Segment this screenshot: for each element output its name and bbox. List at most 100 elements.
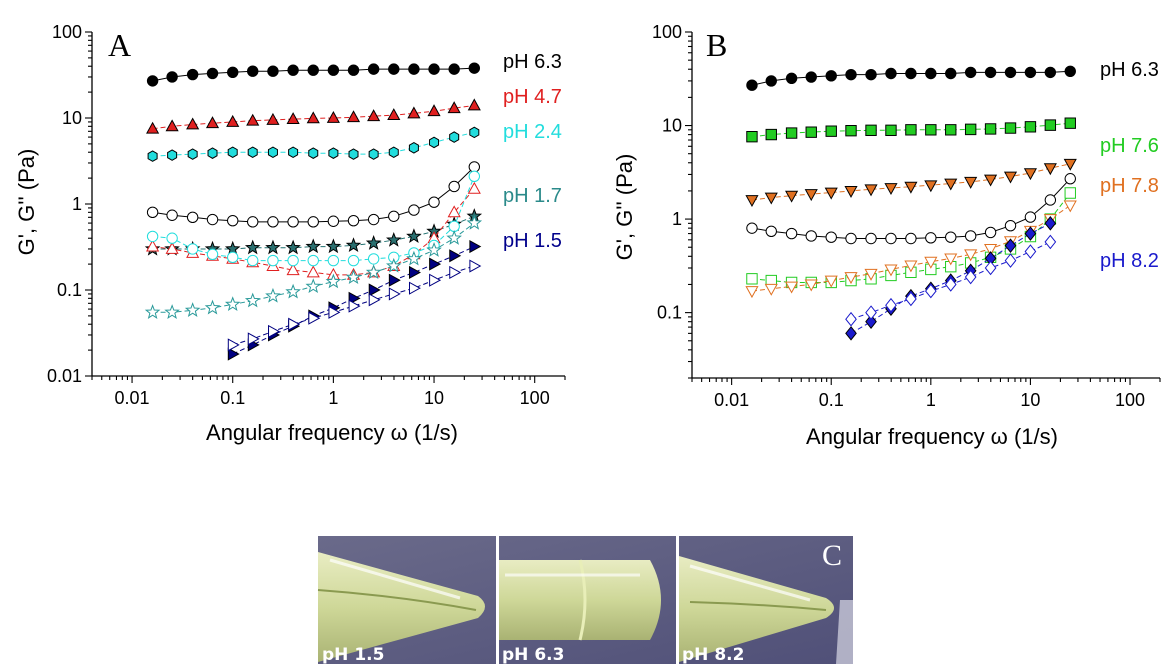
data-point	[945, 124, 957, 136]
data-point	[326, 110, 340, 123]
data-point	[804, 279, 818, 292]
data-point	[1064, 187, 1076, 199]
x-tick-label: 0.01	[115, 388, 150, 408]
data-point	[964, 123, 977, 136]
data-point	[468, 170, 481, 182]
data-point	[388, 287, 401, 301]
data-point	[844, 186, 858, 198]
data-point	[406, 228, 422, 244]
data-point	[347, 214, 360, 227]
data-point	[1004, 66, 1017, 79]
data-point	[328, 305, 341, 319]
y-tick-label: 0.1	[57, 280, 82, 300]
data-point	[805, 71, 817, 83]
data-point	[1043, 163, 1057, 176]
series-label: pH 7.6	[1100, 135, 1159, 157]
data-point	[746, 130, 758, 143]
data-point	[448, 180, 460, 193]
data-point	[884, 264, 898, 277]
x-tick-label: 100	[520, 388, 550, 408]
data-point	[469, 126, 480, 139]
data-point	[287, 254, 299, 267]
data-point	[448, 220, 460, 233]
data-point	[306, 111, 320, 124]
data-point	[368, 283, 381, 297]
data-point	[345, 269, 362, 285]
data-marks-b	[745, 65, 1077, 341]
data-point	[845, 68, 857, 81]
data-point	[1044, 194, 1057, 206]
series-line	[152, 166, 475, 223]
data-point	[804, 189, 818, 202]
data-point	[368, 293, 381, 307]
data-point	[865, 305, 877, 320]
data-point	[925, 232, 937, 244]
series-label: pH 7.8	[1100, 175, 1159, 197]
data-point	[805, 126, 817, 138]
data-point	[224, 296, 241, 312]
data-point	[746, 273, 758, 285]
data-point	[1063, 200, 1077, 213]
data-point	[367, 109, 381, 122]
y-axis-title-b: G', G'' (Pa)	[612, 154, 637, 261]
panel-label-b: B	[706, 27, 727, 63]
data-point	[346, 110, 361, 123]
data-point	[345, 237, 362, 253]
data-point	[765, 128, 777, 141]
data-point	[865, 232, 877, 245]
data-point	[267, 65, 279, 77]
data-point	[469, 259, 482, 273]
data-point	[165, 241, 179, 254]
data-point	[785, 227, 798, 240]
data-point	[884, 183, 898, 196]
data-point	[429, 257, 442, 271]
data-point	[408, 142, 419, 154]
data-point	[905, 232, 917, 245]
series-label: pH 8.2	[1100, 250, 1159, 272]
data-point	[205, 116, 220, 129]
y-axis-title-a: G', G'' (Pa)	[14, 149, 39, 256]
data-point	[428, 63, 440, 75]
data-point	[469, 239, 482, 254]
panel-label-c: C	[822, 539, 842, 572]
series-line	[751, 163, 1071, 201]
data-point	[449, 131, 460, 143]
data-point	[805, 230, 817, 242]
data-point	[227, 347, 240, 361]
data-point	[268, 324, 280, 338]
data-point	[227, 251, 239, 264]
series-line	[751, 122, 1071, 138]
data-point	[964, 249, 978, 262]
y-tick-label: 100	[52, 22, 82, 42]
data-point	[207, 147, 218, 159]
data-point	[885, 232, 897, 245]
data-point	[825, 125, 837, 137]
data-point	[865, 314, 877, 329]
data-point	[285, 283, 301, 299]
data-point	[227, 146, 238, 158]
data-point	[1024, 211, 1037, 223]
data-point	[308, 311, 321, 325]
data-point	[1003, 171, 1018, 184]
data-point	[984, 123, 997, 135]
data-point	[745, 286, 759, 299]
data-point	[244, 239, 261, 255]
data-point	[246, 113, 260, 126]
data-point	[1044, 234, 1057, 250]
data-point	[285, 239, 301, 255]
data-point	[244, 292, 261, 308]
data-point	[845, 232, 857, 245]
data-point	[1024, 244, 1037, 259]
data-point	[388, 273, 401, 287]
x-tick-label: 0.01	[714, 390, 749, 410]
x-tick-label: 1	[328, 388, 338, 408]
data-point	[964, 269, 977, 285]
data-point	[905, 291, 917, 307]
data-point	[944, 178, 958, 191]
x-tick-label: 10	[1020, 390, 1040, 410]
data-point	[944, 253, 958, 266]
data-point	[408, 204, 420, 216]
chart-panel-b: B Angular frequency ω (1/s) G', G'' (Pa)…	[612, 22, 1161, 449]
data-point	[287, 64, 299, 76]
